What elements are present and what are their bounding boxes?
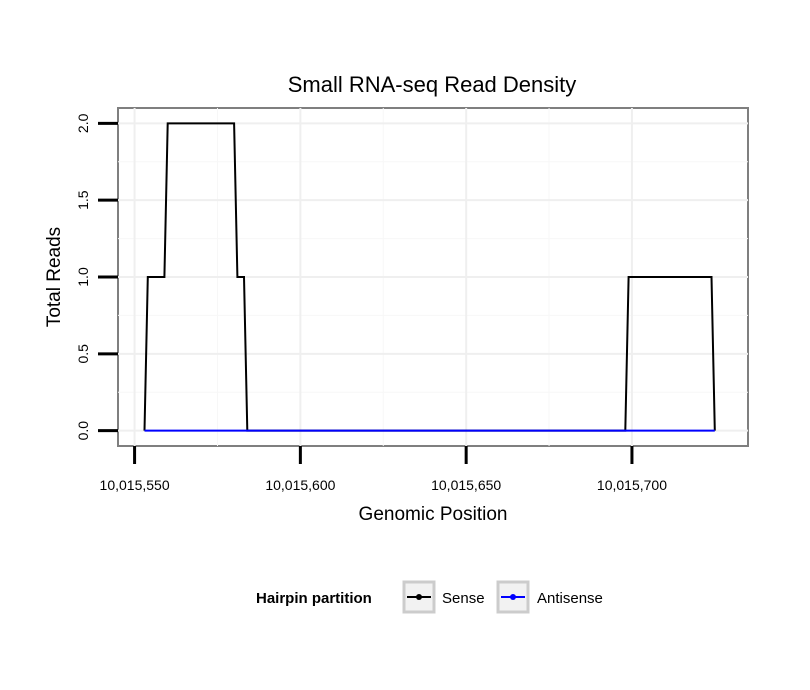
legend-label-sense: Sense	[442, 590, 485, 607]
x-tick-label: 10,015,600	[265, 477, 335, 493]
axis-ticks	[98, 121, 634, 464]
x-axis-label: Genomic Position	[359, 504, 508, 525]
legend-label-antisense: Antisense	[537, 590, 603, 607]
legend-title: Hairpin partition	[256, 590, 372, 607]
y-tick-label: 0.0	[75, 421, 91, 441]
y-tick-label: 1.0	[75, 267, 91, 287]
x-tick-label: 10,015,700	[597, 477, 667, 493]
series-group	[143, 122, 716, 432]
y-tick-labels: 0.0 0.5 1.0 1.5 2.0	[75, 113, 91, 440]
x-tick-labels: 10,015,550 10,015,600 10,015,650 10,015,700	[100, 477, 668, 493]
x-tick-label: 10,015,550	[100, 477, 170, 493]
legend-marker-antisense	[510, 594, 516, 600]
y-tick-label: 0.5	[75, 344, 91, 364]
y-tick-label: 2.0	[75, 113, 91, 133]
legend: Hairpin partition Sense Antisense	[256, 580, 603, 614]
x-tick-label: 10,015,650	[431, 477, 501, 493]
series-line-sense	[143, 122, 716, 432]
y-tick-label: 1.5	[75, 190, 91, 210]
y-axis-label: Total Reads	[44, 227, 65, 327]
chart-title: Small RNA-seq Read Density	[288, 72, 577, 97]
legend-marker-sense	[416, 594, 422, 600]
